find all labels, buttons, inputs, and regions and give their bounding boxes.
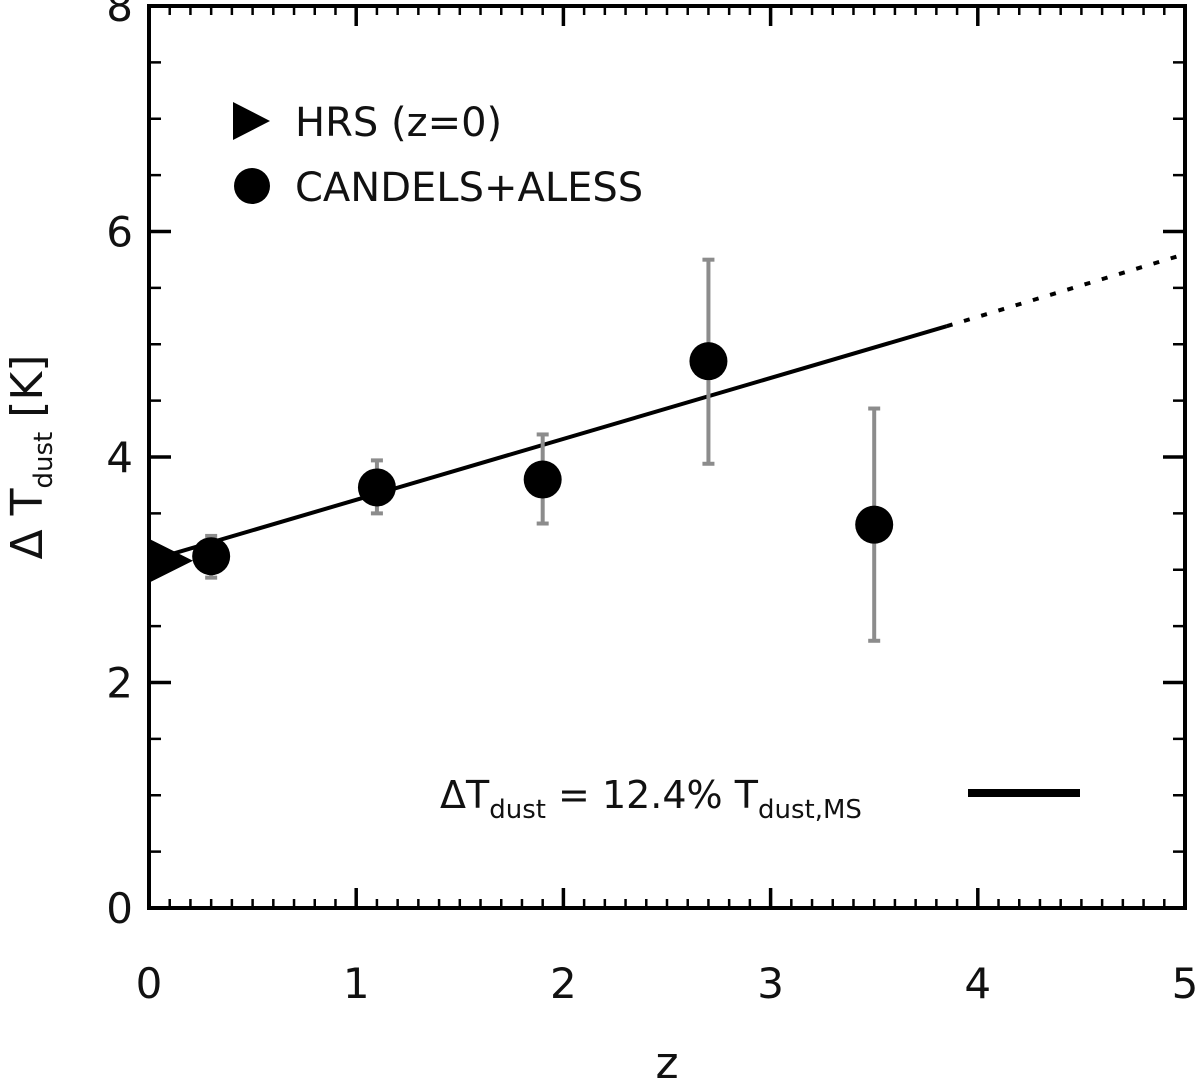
- x-tick-label: 0: [136, 959, 163, 1008]
- x-tick-label: 4: [964, 959, 991, 1008]
- legend-label-hrs: HRS (z=0): [295, 100, 502, 146]
- fit-line-dotted: [946, 252, 1186, 329]
- y-tick-label: 8: [106, 0, 133, 31]
- y-tick-label: 6: [106, 208, 133, 257]
- x-tick-label: 3: [757, 959, 784, 1008]
- fit-lines: [148, 252, 1186, 563]
- data-point-circle: [689, 342, 728, 381]
- error-bars: [205, 257, 881, 643]
- fit-line-solid: [148, 324, 948, 563]
- x-axis-title: z: [655, 1038, 678, 1083]
- y-tick-label: 0: [106, 884, 133, 933]
- data-point-circle: [523, 460, 562, 499]
- fit-annotation: ΔTdust = 12.4% Tdust,MS: [440, 773, 1080, 825]
- data-point-circle: [357, 468, 396, 507]
- data-point-circle: [855, 505, 894, 544]
- x-tick-label: 5: [1172, 959, 1199, 1008]
- fit-label: ΔTdust = 12.4% Tdust,MS: [440, 773, 862, 825]
- tick-labels: 0 1 2 3 4 5 0 2 4 6 8: [106, 0, 1198, 1008]
- plot-frame: [147, 4, 1187, 910]
- legend: HRS (z=0) CANDELS+ALESS: [233, 100, 643, 211]
- data-point-triangle: [149, 538, 193, 583]
- x-tick-label: 1: [343, 959, 370, 1008]
- x-tick-label: 2: [550, 959, 577, 1008]
- data-markers: [149, 342, 894, 583]
- data-point-circle: [192, 537, 231, 576]
- y-tick-label: 2: [106, 659, 133, 708]
- legend-label-candels: CANDELS+ALESS: [295, 165, 643, 211]
- y-axis-title: Δ Tdust [K]: [2, 355, 59, 560]
- y-tick-label: 4: [106, 433, 133, 482]
- legend-triangle-icon: [233, 102, 270, 140]
- legend-circle-icon: [234, 168, 270, 204]
